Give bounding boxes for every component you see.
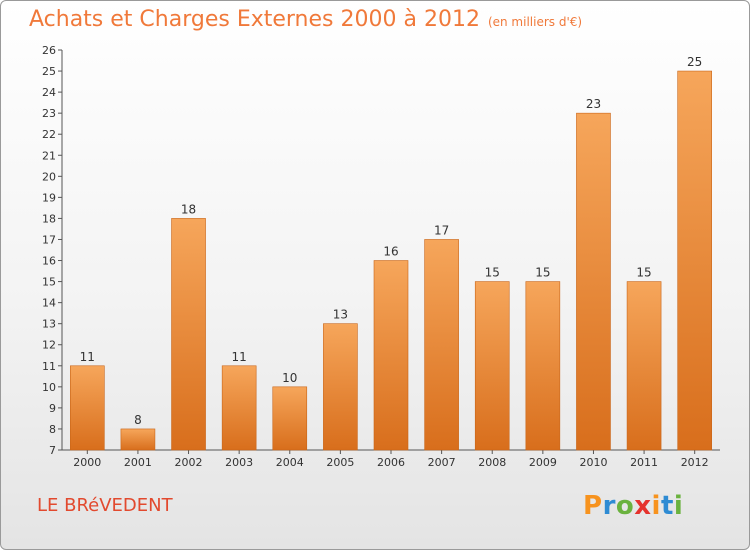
y-tick-label: 22	[42, 128, 56, 141]
y-tick-label: 17	[42, 233, 56, 246]
y-tick-label: 16	[42, 255, 56, 268]
x-tick-label: 2000	[73, 456, 101, 469]
y-tick-label: 10	[42, 381, 56, 394]
y-tick-label: 21	[42, 149, 56, 162]
bar-value-label: 23	[586, 97, 601, 111]
bar-value-label: 13	[333, 308, 348, 322]
y-tick-label: 13	[42, 318, 56, 331]
bar-value-label: 17	[434, 223, 449, 237]
bar	[171, 218, 206, 451]
logo-letter: i	[651, 491, 661, 521]
x-tick-label: 2006	[377, 456, 405, 469]
y-tick-label: 15	[42, 276, 56, 289]
x-tick-label: 2011	[630, 456, 658, 469]
logo-letter: r	[602, 491, 616, 521]
proxiti-logo: Proxiti	[583, 491, 683, 521]
bar	[323, 323, 358, 451]
bar	[474, 281, 510, 451]
x-tick-label: 2009	[529, 456, 557, 469]
logo-letter: i	[673, 491, 684, 521]
y-tick-label: 7	[49, 444, 56, 457]
x-tick-label: 2005	[326, 456, 354, 469]
x-tick-label: 2001	[124, 456, 152, 469]
bar-value-label: 16	[383, 245, 398, 259]
bar	[525, 281, 561, 451]
x-tick-label: 2004	[276, 456, 304, 469]
bar-value-label: 15	[636, 266, 651, 280]
bar-value-label: 11	[232, 350, 247, 364]
commune-name: LE BRéVEDENT	[37, 495, 173, 516]
x-tick-label: 2002	[175, 456, 203, 469]
y-tick-label: 24	[42, 86, 56, 99]
bar	[70, 365, 105, 451]
y-tick-label: 25	[42, 65, 56, 78]
y-tick-label: 14	[42, 297, 56, 310]
bar	[424, 239, 459, 451]
chart-title-text: Achats et Charges Externes 2000 à 2012	[29, 7, 480, 32]
x-tick-label: 2007	[428, 456, 456, 469]
y-tick-label: 9	[49, 402, 56, 415]
x-tick-label: 2012	[681, 456, 709, 469]
y-tick-label: 23	[42, 107, 56, 120]
chart-title: Achats et Charges Externes 2000 à 2012 (e…	[29, 7, 582, 32]
bar	[272, 386, 308, 451]
y-tick-label: 11	[42, 360, 56, 373]
y-tick-label: 8	[49, 423, 56, 436]
y-tick-label: 18	[42, 212, 56, 225]
logo-letter: o	[615, 491, 635, 521]
bar-value-label: 8	[134, 413, 142, 427]
y-tick-label: 26	[42, 44, 56, 57]
y-tick-label: 20	[42, 170, 56, 183]
bar-value-label: 15	[485, 266, 500, 280]
bar	[120, 428, 156, 451]
y-tick-label: 12	[42, 339, 56, 352]
logo-letter: x	[634, 491, 652, 521]
x-tick-label: 2008	[478, 456, 506, 469]
logo-letter: t	[660, 491, 674, 521]
bar-value-label: 15	[535, 266, 550, 280]
x-tick-label: 2010	[579, 456, 607, 469]
bar-value-label: 25	[687, 55, 702, 69]
bar	[677, 70, 712, 451]
bar-value-label: 10	[282, 371, 297, 385]
bar	[576, 112, 611, 451]
logo-letter: P	[583, 491, 603, 521]
bar	[626, 281, 662, 451]
bar	[373, 260, 409, 451]
x-tick-label: 2003	[225, 456, 253, 469]
bar	[221, 365, 257, 451]
bar-value-label: 11	[80, 350, 95, 364]
chart-unit: (en milliers d'€)	[487, 15, 583, 29]
bars: 11 8 18 11 10 13 16 17 15 15 23 15 25	[70, 55, 712, 451]
bar-value-label: 18	[181, 202, 196, 216]
y-tick-label: 19	[42, 191, 56, 204]
